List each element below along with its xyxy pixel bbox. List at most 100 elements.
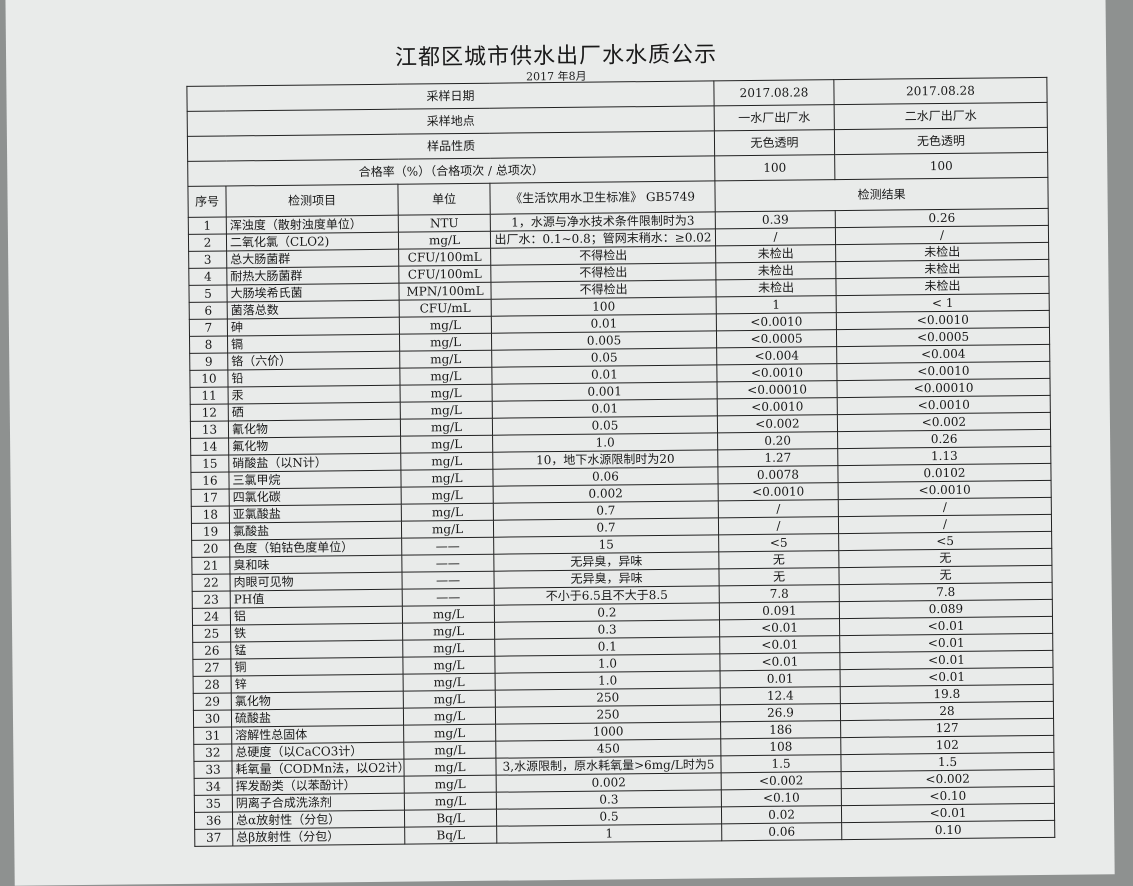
row-result-plant1: 0.39 bbox=[715, 210, 836, 229]
row-unit: —— bbox=[401, 537, 494, 556]
row-result-plant1: 0.01 bbox=[720, 669, 841, 688]
row-seq: 20 bbox=[191, 539, 230, 558]
row-result-plant1: / bbox=[718, 499, 839, 518]
row-item: 氯酸盐 bbox=[229, 521, 402, 540]
row-result-plant1: <0.01 bbox=[719, 652, 841, 671]
summary-value: 二水厂出厂水 bbox=[834, 102, 1048, 130]
row-seq: 27 bbox=[192, 658, 232, 677]
row-item: PH值 bbox=[230, 589, 403, 608]
row-item: 汞 bbox=[228, 385, 401, 404]
water-quality-table: 采样日期 2017.08.28 2017.08.28 采样地点 一水厂出厂水 二… bbox=[186, 77, 1055, 847]
row-unit: mg/L bbox=[400, 401, 493, 420]
row-unit: mg/L bbox=[401, 503, 494, 522]
row-result-plant1: <0.10 bbox=[721, 788, 842, 807]
row-result-plant1: 1.5 bbox=[720, 754, 842, 773]
row-seq: 6 bbox=[189, 301, 228, 320]
row-unit: Bq/L bbox=[404, 826, 497, 845]
row-unit: mg/L bbox=[402, 656, 496, 675]
column-header-unit: 单位 bbox=[397, 183, 491, 216]
row-item: 硒 bbox=[228, 402, 401, 421]
row-unit: MPN/100mL bbox=[398, 282, 492, 301]
row-unit: mg/L bbox=[403, 741, 496, 760]
row-seq: 33 bbox=[193, 760, 233, 779]
row-unit: CFU/100mL bbox=[398, 265, 491, 284]
row-unit: mg/L bbox=[404, 792, 497, 811]
row-unit: mg/L bbox=[399, 350, 492, 369]
row-seq: 12 bbox=[190, 403, 229, 422]
row-item: 耗氧量（CODMn法，以O2计） bbox=[231, 759, 405, 778]
row-unit: Bq/L bbox=[404, 809, 497, 828]
row-seq: 23 bbox=[192, 590, 231, 609]
row-item: 色度（铂钴色度单位） bbox=[229, 538, 402, 557]
row-result-plant1: 0.0078 bbox=[717, 465, 839, 484]
row-item: 铝 bbox=[230, 606, 403, 625]
row-item: 铜 bbox=[230, 657, 404, 676]
row-result-plant1: 1.27 bbox=[717, 448, 838, 467]
row-item: 锰 bbox=[230, 640, 403, 659]
row-unit: mg/L bbox=[400, 469, 494, 488]
summary-value: 无色透明 bbox=[834, 127, 1048, 155]
row-seq: 16 bbox=[190, 471, 230, 490]
row-seq: 9 bbox=[189, 352, 228, 371]
row-item: 氯化物 bbox=[231, 691, 404, 710]
row-item: 铁 bbox=[230, 623, 403, 642]
row-result-plant1: 0.091 bbox=[719, 601, 840, 620]
row-seq: 1 bbox=[188, 216, 227, 235]
row-seq: 25 bbox=[192, 624, 231, 643]
row-result-plant1: 无 bbox=[718, 567, 840, 586]
row-seq: 24 bbox=[192, 607, 231, 626]
row-item: 大肠埃希氏菌 bbox=[226, 283, 400, 302]
column-header-item: 检测项目 bbox=[225, 184, 399, 217]
row-item: 臭和味 bbox=[229, 555, 402, 574]
row-result-plant1: 0.06 bbox=[721, 822, 842, 841]
row-item: 总大肠菌群 bbox=[226, 249, 399, 268]
row-seq: 30 bbox=[193, 709, 232, 728]
row-result-plant1: <0.0010 bbox=[716, 363, 838, 382]
row-item: 四氯化碳 bbox=[229, 487, 402, 506]
row-seq: 11 bbox=[190, 386, 229, 405]
row-unit: —— bbox=[402, 588, 495, 607]
row-unit: mg/L bbox=[402, 622, 495, 641]
row-result-plant1: 186 bbox=[720, 720, 841, 739]
row-unit: CFU/mL bbox=[399, 299, 492, 318]
row-standard: 1 bbox=[496, 823, 722, 844]
row-item: 肉眼可见物 bbox=[229, 572, 403, 591]
row-seq: 19 bbox=[191, 522, 230, 541]
row-unit: mg/L bbox=[402, 605, 495, 624]
row-item: 耐热大肠菌群 bbox=[226, 266, 399, 285]
row-item: 阴离子合成洗涤剂 bbox=[232, 793, 405, 812]
row-seq: 5 bbox=[188, 284, 228, 303]
row-result-plant1: <0.0005 bbox=[716, 329, 837, 348]
row-seq: 15 bbox=[190, 454, 229, 473]
row-seq: 2 bbox=[188, 233, 227, 252]
row-item: 铅 bbox=[227, 368, 401, 387]
row-result-plant1: 108 bbox=[720, 737, 841, 756]
row-item: 镉 bbox=[227, 334, 400, 353]
row-seq: 34 bbox=[194, 777, 233, 796]
row-seq: 14 bbox=[190, 437, 229, 456]
row-seq: 8 bbox=[189, 335, 228, 354]
row-result-plant1: 7.8 bbox=[719, 584, 840, 603]
row-item: 总硬度（以CaCO3计） bbox=[231, 742, 404, 761]
row-unit: —— bbox=[401, 554, 494, 573]
row-seq: 13 bbox=[190, 420, 229, 439]
row-seq: 7 bbox=[189, 318, 228, 337]
row-seq: 35 bbox=[194, 794, 233, 813]
row-result-plant1: <5 bbox=[718, 533, 839, 552]
row-result-plant2: 0.10 bbox=[841, 820, 1055, 840]
document-page: 江都区城市供水出厂水水质公示 2017 年8月 采样日期 2017.08.28 … bbox=[5, 0, 1115, 886]
row-result-plant1: <0.004 bbox=[716, 346, 837, 365]
row-result-plant1: <0.0010 bbox=[718, 482, 839, 501]
row-seq: 22 bbox=[191, 573, 231, 592]
row-seq: 36 bbox=[194, 811, 233, 830]
row-unit: mg/L bbox=[400, 452, 493, 471]
row-unit: mg/L bbox=[399, 333, 492, 352]
row-unit: mg/L bbox=[403, 690, 496, 709]
summary-value: 2017.08.28 bbox=[833, 77, 1048, 105]
row-item: 锌 bbox=[231, 674, 404, 693]
row-seq: 18 bbox=[191, 505, 230, 524]
row-item: 菌落总数 bbox=[227, 300, 400, 319]
row-result-plant1: / bbox=[715, 227, 836, 246]
row-item: 氰化物 bbox=[228, 419, 401, 438]
row-unit: mg/L bbox=[399, 316, 492, 335]
